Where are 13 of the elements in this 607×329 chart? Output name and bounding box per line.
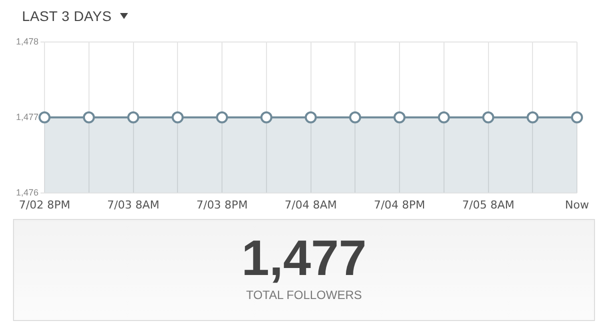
chart-title: LAST 3 DAYS	[22, 8, 112, 24]
y-tick-label: 1,477	[16, 112, 39, 122]
x-tick-label: 7/03 8AM	[107, 198, 160, 212]
text: TOTAL FOLLOWERS	[245, 288, 363, 302]
x-tick-label: 7/02 8PM	[18, 198, 70, 212]
text: 1,477	[240, 230, 368, 286]
x-tick-label: 7/04 8PM	[374, 198, 426, 212]
x-tick-label: 7/03 8PM	[196, 198, 248, 212]
x-tick-label: 7/04 8AM	[284, 198, 337, 212]
x-tick-label: Now	[565, 198, 589, 212]
y-tick-label: 1,476	[16, 187, 39, 198]
x-tick-label: 7/05 8AM	[462, 198, 514, 212]
y-tick-label: 1,478	[16, 36, 39, 46]
